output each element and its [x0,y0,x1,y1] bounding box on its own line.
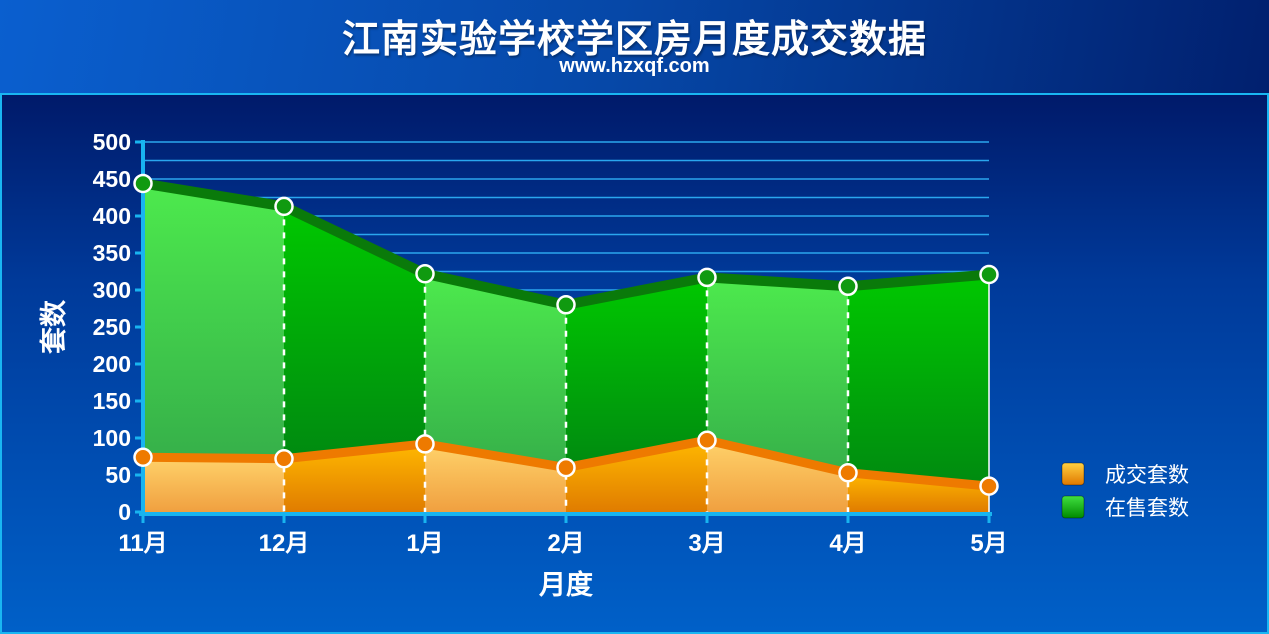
x-tick-label: 5月 [970,530,1007,557]
area-band-lower [284,443,425,512]
area-band-lower [707,440,848,512]
x-tick-label: 3月 [688,530,725,557]
data-point [415,434,435,454]
data-point [697,430,717,450]
y-tick-label: 200 [93,351,131,377]
legend-swatch [1061,495,1085,519]
data-point [274,448,294,469]
area-band-lower [425,443,566,512]
area-band-upper [707,277,848,473]
y-tick-label: 100 [93,425,131,451]
y-tick-label: 500 [93,129,131,155]
x-tick-label: 4月 [829,530,866,557]
data-point [838,276,858,297]
y-tick-label: 400 [93,203,131,229]
area-band-upper [284,206,425,459]
chart-subtitle: www.hzxqf.com [559,55,710,77]
data-point [274,196,294,217]
area-band-lower [848,472,989,512]
area-band-lower [143,457,284,512]
x-tick-label: 11月 [118,530,167,557]
area-band-upper [143,183,284,459]
data-point [979,264,999,285]
y-tick-label: 450 [93,166,131,192]
x-tick-label: 2月 [547,530,584,557]
y-tick-label: 300 [93,277,131,303]
y-tick-label: 350 [93,240,131,266]
area-band-upper [566,277,707,468]
data-point [556,295,576,315]
data-point [838,463,858,483]
y-tick-label: 50 [105,462,131,488]
legend-label: 成交套数 [1105,463,1189,487]
legend-swatch [1061,462,1085,486]
y-axis-label: 套数 [39,299,70,354]
data-point [697,267,717,288]
y-tick-label: 0 [118,499,131,525]
data-point [556,457,576,478]
x-tick-label: 1月 [406,530,443,557]
area-band-upper [425,273,566,468]
data-point [979,476,999,496]
data-point [133,173,153,194]
area-band-upper [848,274,989,487]
area-band-lower [566,440,707,512]
data-point [133,447,153,467]
x-axis-label: 月度 [538,569,593,601]
y-tick-label: 150 [93,388,131,414]
x-tick-label: 12月 [259,530,310,557]
y-tick-label: 250 [93,314,131,340]
data-point [415,263,435,284]
legend-label: 在售套数 [1105,496,1189,520]
chart-title: 江南实验学校学区房月度成交数据 [341,16,927,61]
